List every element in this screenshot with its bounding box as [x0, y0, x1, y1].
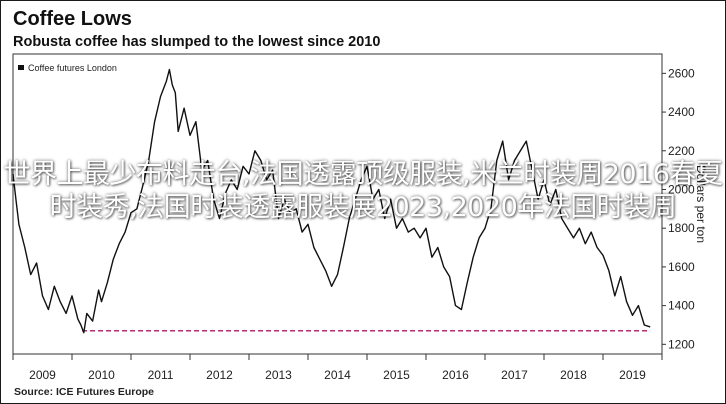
legend: Coffee futures London [18, 63, 117, 73]
legend-swatch [18, 65, 24, 70]
x-tick-label: 2017 [501, 368, 528, 382]
overlay-caption: 世界上最少布料走台,法国透露顶级服装,米兰时装周2016春夏时装秀,法国时装透露… [3, 159, 723, 223]
x-tick-label: 2015 [383, 368, 410, 382]
y-tick-label: 1600 [668, 260, 695, 274]
chart-subtitle: Robusta coffee has slumped to the lowest… [13, 34, 381, 50]
y-tick-label: 1400 [668, 299, 695, 313]
plot-border [12, 53, 663, 355]
y-axis-label: Dollars per ton [694, 165, 708, 243]
y-tick-label: 2200 [668, 144, 695, 158]
y-tick-label: 1800 [668, 221, 695, 235]
y-tick-label: 2600 [668, 66, 695, 80]
y-axis: 1200 1400 1600 1800 2000 2200 2400 2600 [662, 66, 695, 351]
x-tick-label: 2016 [442, 368, 469, 382]
legend-label: Coffee futures London [28, 63, 117, 73]
x-tick-label: 2009 [29, 368, 56, 382]
series-line [12, 68, 651, 334]
source-note: Source: ICE Futures Europe [14, 386, 154, 398]
x-tick-label: 2011 [148, 368, 174, 382]
x-tick-label: 2019 [619, 368, 646, 382]
chart-title: Coffee Lows [13, 8, 132, 30]
x-tick-label: 2014 [324, 368, 351, 382]
x-axis: 2009 2010 2011 2012 2013 2014 2015 2016 2017 2018… [12, 354, 663, 382]
y-tick-label: 2400 [668, 105, 695, 119]
y-tick-label: 2000 [668, 182, 695, 196]
x-tick-label: 2018 [560, 368, 587, 382]
x-tick-label: 2010 [88, 368, 115, 382]
y-tick-label: 1200 [668, 337, 695, 351]
x-tick-label: 2012 [206, 368, 233, 382]
x-tick-label: 2013 [265, 368, 292, 382]
